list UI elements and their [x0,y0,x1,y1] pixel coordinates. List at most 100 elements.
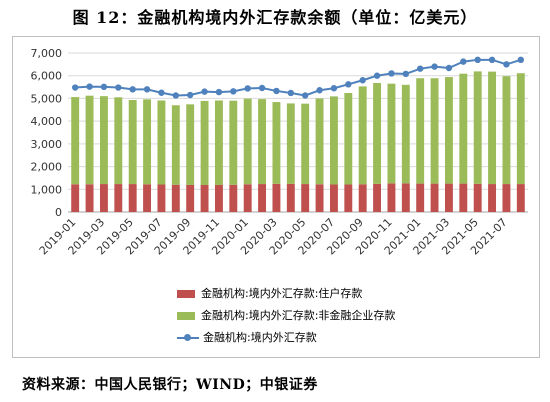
bar-corporate [358,86,367,185]
bar-household [99,184,108,212]
total-point [460,58,467,65]
bar-household [114,184,123,212]
bar-corporate [143,99,152,185]
bar-household [214,184,223,212]
total-point [201,88,208,95]
bar-household [229,184,238,212]
bar-corporate [444,77,453,184]
total-point [258,84,266,92]
bar-household [243,184,252,212]
bar-household [301,184,310,212]
bar-household [488,184,497,212]
bar-corporate [99,96,108,185]
bar-corporate [171,105,180,185]
bar-household [329,184,338,212]
bar-corporate [286,103,295,184]
y-tick-label: 1,000 [31,183,63,196]
bar-corporate [344,92,353,185]
bar-household [258,184,267,212]
total-point [172,92,180,99]
total-point [359,77,366,84]
total-point [445,64,453,72]
total-point [100,83,108,91]
bar-household [358,184,367,212]
total-point [143,86,151,93]
bar-corporate [473,71,482,184]
bar-household [502,184,511,212]
bar-corporate [214,100,223,185]
bar-household [459,183,468,212]
total-point [388,70,395,77]
legend-label-corporate: 金融机构:境内外汇存款:非金融企业存款 [201,309,396,322]
total-point [230,88,237,95]
bar-corporate [272,102,281,184]
legend-swatch-household [177,290,195,298]
total-point [431,63,438,70]
total-point [330,85,338,92]
bar-corporate [387,83,396,184]
bar-corporate [200,100,209,185]
bar-corporate [243,98,252,185]
bar-corporate [329,96,338,185]
bar-corporate [186,104,195,185]
total-point [215,88,223,96]
total-point [186,91,194,99]
total-point [71,84,79,91]
bar-household [344,184,353,212]
bar-corporate [373,82,382,184]
bar-household [401,183,410,212]
bar-corporate [401,84,410,184]
y-tick-label: 7,000 [31,47,63,60]
bar-corporate [71,97,80,185]
bar-household [315,184,324,212]
total-point [316,87,323,94]
total-point [129,86,136,93]
chart-container: 0 1,000 2,000 3,000 4,000 5,000 6,000 7,000 2019… [12,36,540,358]
total-point [345,81,352,88]
legend-item-corporate: 金融机构:境内外汇存款:非金融企业存款 [177,308,395,324]
total-point [416,65,424,72]
y-tick-label: 4,000 [31,115,63,128]
total-line [75,58,522,97]
legend-swatch-corporate [177,312,195,320]
bar-household [200,184,209,212]
bar-household [516,184,525,212]
legend-label-household: 金融机构:境内外汇存款:住户存款 [201,287,363,300]
bar-corporate [229,100,238,185]
legend: 金融机构:境内外汇存款:住户存款 金融机构:境内外汇存款:非金融企业存款 金融机… [177,286,395,352]
chart-svg: 01,0002,0003,0004,0005,0006,0007,0002019… [31,47,528,257]
total-point [373,72,381,79]
total-point [301,92,309,99]
bar-corporate [258,99,267,185]
total-point [503,61,510,68]
bar-corporate [430,78,439,184]
bar-household [272,183,281,212]
total-point [488,56,496,64]
bar-household [473,183,482,212]
bar-household [171,184,180,212]
bar-household [286,183,295,212]
bar-corporate [516,73,525,185]
bar-corporate [502,76,511,185]
bar-household [85,184,94,212]
bar-household [373,183,382,212]
y-tick-label: 2,000 [31,161,63,174]
total-point [517,56,525,64]
bar-household [387,183,396,212]
bar-corporate [114,97,123,185]
total-point [244,85,251,92]
y-tick-label: 3,000 [31,138,63,151]
bar-corporate [416,78,425,184]
bar-corporate [157,100,166,185]
total-point [402,70,410,78]
legend-item-total: 金融机构:境内外汇存款 [177,330,395,346]
legend-label-total: 金融机构:境内外汇存款 [203,331,317,344]
bar-household [128,184,137,212]
y-tick-label: 6,000 [31,70,63,83]
legend-swatch-total [177,333,199,343]
bar-household [157,184,166,212]
bar-household [416,183,425,212]
total-point [474,56,481,64]
total-point [273,87,280,95]
bar-corporate [315,98,324,185]
